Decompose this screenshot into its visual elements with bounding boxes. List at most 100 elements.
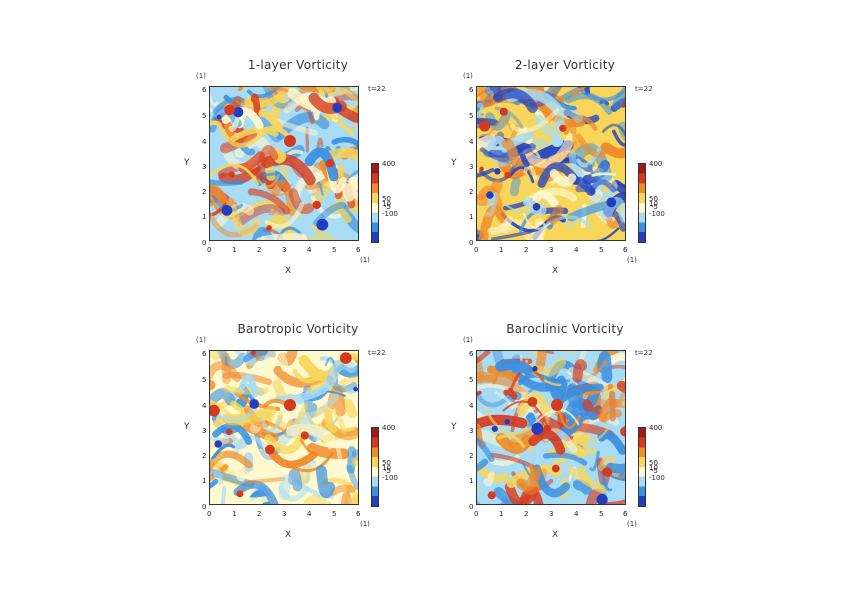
colorbar-label: -5 <box>384 203 391 211</box>
panel-title: Baroclinic Vorticity <box>506 322 624 336</box>
y-unit-label: (1) <box>463 72 473 80</box>
colorbar <box>638 427 646 507</box>
y-tick: 5 <box>202 112 207 120</box>
y-tick: 2 <box>202 452 207 460</box>
colorbar-label: 10 <box>382 464 391 472</box>
x-unit-label: (1) <box>627 256 637 264</box>
colorbar-label: 400 <box>382 424 396 432</box>
x-tick: 3 <box>549 246 554 254</box>
colorbar-label: 50 <box>649 195 658 203</box>
colorbar-label: 400 <box>649 160 663 168</box>
y-tick: 3 <box>469 427 474 435</box>
time-label: t=22 <box>368 85 386 93</box>
colorbar-label: -100 <box>382 210 398 218</box>
x-unit-label: (1) <box>360 256 370 264</box>
x-tick: 2 <box>524 246 529 254</box>
colorbar <box>371 163 379 243</box>
colorbar-label: -100 <box>382 474 398 482</box>
y-tick: 6 <box>469 86 474 94</box>
y-tick: 1 <box>469 213 474 221</box>
colorbar-label: -100 <box>649 474 665 482</box>
x-tick: 2 <box>257 510 262 518</box>
colorbar-label: 400 <box>382 160 396 168</box>
colorbar <box>371 427 379 507</box>
colorbar-label: 400 <box>649 424 663 432</box>
y-tick: 4 <box>469 138 474 146</box>
y-tick: 5 <box>469 112 474 120</box>
colorbar <box>638 163 646 243</box>
colorbar-label: 50 <box>649 459 658 467</box>
y-axis-label: Y <box>184 422 190 432</box>
x-tick: 1 <box>499 246 504 254</box>
y-tick: 0 <box>469 503 474 511</box>
colorbar-label: -5 <box>384 467 391 475</box>
x-tick: 0 <box>474 510 479 518</box>
x-axis-label: X <box>285 530 292 540</box>
y-tick: 4 <box>469 402 474 410</box>
y-tick: 0 <box>202 239 207 247</box>
x-tick: 0 <box>207 246 212 254</box>
x-tick: 1 <box>232 510 237 518</box>
x-unit-label: (1) <box>627 520 637 528</box>
colorbar-label: 50 <box>382 195 391 203</box>
y-axis-label: Y <box>451 422 457 432</box>
y-tick: 4 <box>202 402 207 410</box>
y-axis-label: Y <box>451 158 457 168</box>
x-unit-label: (1) <box>360 520 370 528</box>
y-tick: 6 <box>202 86 207 94</box>
x-tick: 6 <box>623 510 628 518</box>
colorbar-label: -100 <box>649 210 665 218</box>
time-label: t=22 <box>635 85 653 93</box>
x-tick: 5 <box>332 510 337 518</box>
y-tick: 4 <box>202 138 207 146</box>
vorticity-field <box>476 350 626 505</box>
panel-title: 1-layer Vorticity <box>247 58 349 72</box>
x-tick: 4 <box>307 246 312 254</box>
y-tick: 0 <box>469 239 474 247</box>
vorticity-field <box>476 86 626 241</box>
y-unit-label: (1) <box>463 336 473 344</box>
colorbar-label: 10 <box>382 200 391 208</box>
x-tick: 6 <box>356 246 361 254</box>
x-tick: 3 <box>549 510 554 518</box>
x-tick: 5 <box>332 246 337 254</box>
panel-title: Barotropic Vorticity <box>237 322 359 336</box>
time-label: t=22 <box>368 349 386 357</box>
y-tick: 6 <box>202 350 207 358</box>
x-tick: 3 <box>282 246 287 254</box>
y-axis-label: Y <box>184 158 190 168</box>
x-tick: 6 <box>356 510 361 518</box>
panel-1: 1-layer Vorticity (1) t=22 Y 6 5 4 3 2 1… <box>184 58 410 308</box>
x-tick: 0 <box>207 510 212 518</box>
x-axis-label: X <box>285 266 292 276</box>
colorbar-label: -5 <box>651 467 658 475</box>
panel-2: 2-layer Vorticity (1) t=22 Y 6 5 4 3 2 1… <box>451 58 677 308</box>
x-tick: 6 <box>623 246 628 254</box>
x-tick: 2 <box>257 246 262 254</box>
y-tick: 2 <box>469 188 474 196</box>
panel-4: Baroclinic Vorticity (1) t=22 Y 6 5 4 3 … <box>451 322 677 572</box>
y-tick: 5 <box>469 376 474 384</box>
x-tick: 1 <box>499 510 504 518</box>
y-tick: 3 <box>469 163 474 171</box>
colorbar-label: -5 <box>651 203 658 211</box>
y-tick: 1 <box>202 477 207 485</box>
panel-title: 2-layer Vorticity <box>514 58 616 72</box>
y-tick: 2 <box>202 188 207 196</box>
y-tick: 3 <box>202 163 207 171</box>
y-tick: 5 <box>202 376 207 384</box>
y-unit-label: (1) <box>196 72 206 80</box>
y-tick: 2 <box>469 452 474 460</box>
x-axis-label: X <box>552 530 559 540</box>
y-unit-label: (1) <box>196 336 206 344</box>
y-tick: 3 <box>202 427 207 435</box>
vorticity-field <box>209 86 359 241</box>
colorbar-label: 10 <box>649 200 658 208</box>
time-label: t=22 <box>635 349 653 357</box>
x-tick: 4 <box>574 510 579 518</box>
panel-3: Barotropic Vorticity (1) t=22 Y 6 5 4 3 … <box>184 322 410 572</box>
x-tick: 5 <box>599 510 604 518</box>
vorticity-field <box>209 350 359 505</box>
y-tick: 1 <box>202 213 207 221</box>
colorbar-label: 50 <box>382 459 391 467</box>
